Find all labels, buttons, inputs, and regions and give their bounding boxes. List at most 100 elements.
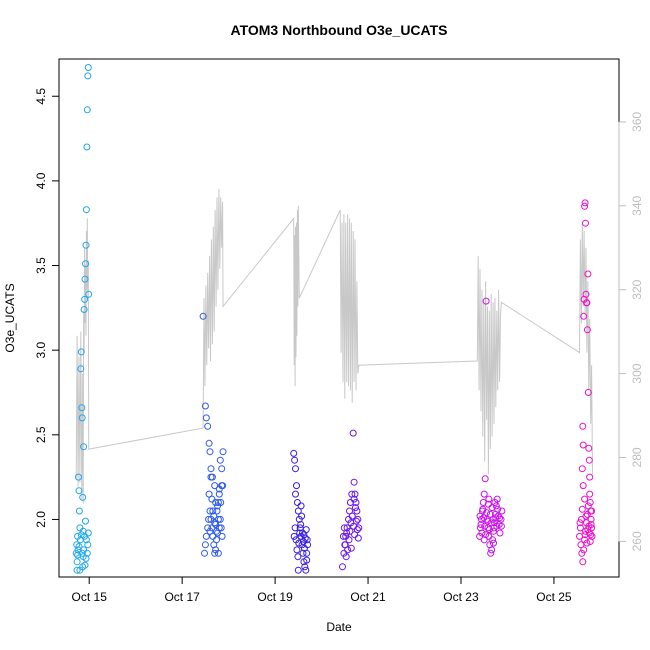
data-point: [487, 519, 495, 527]
data-point: [294, 553, 302, 561]
data-point: [214, 549, 222, 557]
data-point: [201, 549, 208, 557]
data-point: [345, 536, 353, 544]
instrument-line: [75, 188, 593, 504]
data-point: [587, 531, 595, 539]
data-point: [199, 312, 207, 320]
data-point: [577, 515, 585, 523]
data-point: [491, 499, 499, 506]
x-axis-label: Date: [326, 620, 352, 634]
data-point: [485, 526, 493, 534]
data-point: [483, 509, 491, 517]
data-point: [74, 551, 82, 559]
data-point: [204, 422, 212, 430]
y-axis-label: O3e_UCATS: [3, 283, 17, 352]
y-tick-label: 2.0: [34, 511, 48, 528]
data-point: [80, 306, 88, 313]
data-point: [296, 529, 304, 537]
data-point: [585, 456, 593, 464]
data-point: [488, 546, 496, 554]
data-point: [581, 495, 589, 503]
data-point: [482, 531, 490, 539]
data-point: [206, 507, 214, 515]
x-tick-label: Oct 19: [257, 590, 293, 604]
data-point: [215, 485, 223, 493]
data-point: [297, 502, 305, 510]
data-point: [73, 566, 81, 574]
data-point: [80, 443, 88, 451]
y-tick-label: 4.5: [34, 88, 48, 105]
data-point: [576, 524, 584, 532]
data-point: [498, 507, 506, 515]
data-point: [482, 297, 490, 305]
data-point: [295, 539, 303, 547]
data-point: [351, 490, 359, 498]
data-point: [354, 534, 362, 542]
data-point: [477, 524, 484, 532]
data-point: [578, 465, 586, 473]
data-point: [349, 429, 357, 437]
data-point: [578, 505, 586, 513]
data-point: [477, 521, 485, 528]
data-point: [303, 556, 311, 564]
y-axis-right: 260 280 300 320 340 360: [618, 112, 644, 551]
data-point: [578, 549, 586, 557]
data-point: [82, 206, 90, 214]
data-point: [205, 515, 213, 523]
data-point: [492, 514, 500, 522]
y2-tick-label: 320: [630, 279, 644, 299]
data-point: [202, 414, 210, 422]
data-point: [480, 490, 488, 498]
data-point: [78, 404, 86, 412]
data-point: [211, 549, 219, 557]
data-point: [292, 465, 299, 473]
data-point: [207, 465, 215, 473]
data-point: [294, 507, 302, 515]
y2-tick-label: 360: [630, 112, 644, 132]
data-point: [214, 529, 221, 537]
data-point: [582, 219, 589, 227]
x-tick-label: Oct 21: [350, 590, 386, 604]
data-point: [290, 449, 298, 457]
y-tick-label: 3.0: [34, 341, 48, 358]
data-point: [75, 507, 83, 515]
data-point: [586, 538, 594, 545]
data-point: [301, 563, 309, 571]
y2-tick-label: 300: [630, 363, 644, 383]
data-point: [214, 502, 221, 510]
data-point: [583, 510, 591, 518]
data-point: [299, 538, 307, 545]
data-point: [480, 536, 488, 544]
data-point: [209, 507, 217, 515]
data-point: [581, 199, 589, 207]
data-point: [291, 456, 299, 464]
x-tick-label: Oct 25: [536, 590, 572, 604]
data-point: [303, 536, 311, 544]
data-point: [78, 414, 86, 422]
data-point: [494, 505, 502, 513]
data-point: [208, 495, 216, 503]
data-point: [584, 502, 592, 510]
data-point: [75, 487, 83, 495]
data-point: [293, 499, 301, 506]
data-point: [216, 515, 224, 523]
data-points-layer: [72, 64, 596, 574]
data-point: [481, 522, 489, 530]
data-point: [73, 558, 81, 566]
data-point: [492, 502, 500, 510]
data-point: [354, 515, 362, 523]
data-point: [290, 532, 298, 540]
data-point: [81, 295, 89, 303]
data-point: [82, 536, 90, 544]
series-group-5: [476, 297, 506, 557]
data-point: [585, 529, 593, 537]
data-point: [585, 522, 593, 530]
y-tick-label: 4.0: [34, 172, 48, 189]
data-point: [79, 493, 87, 501]
y-tick-label: 3.5: [34, 257, 48, 274]
data-point: [347, 544, 355, 552]
data-point: [85, 290, 93, 298]
data-point: [218, 465, 226, 473]
series-group-3: [290, 449, 312, 574]
